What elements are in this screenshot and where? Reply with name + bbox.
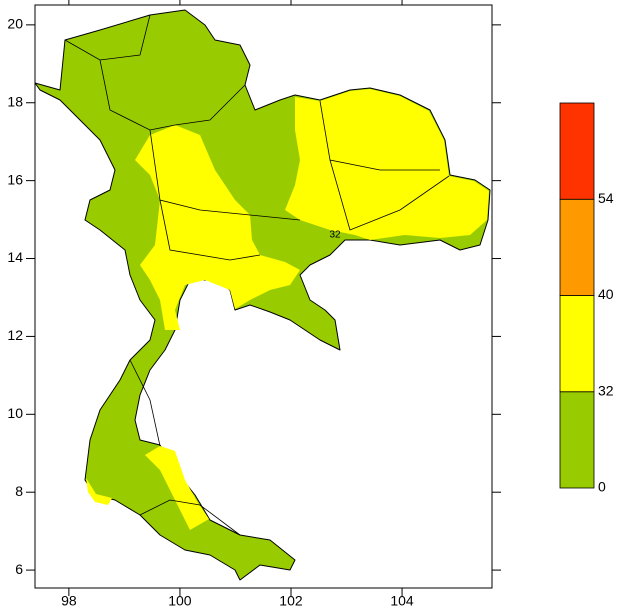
colorbar-segment (559, 295, 595, 393)
x-tick-label: 98 (61, 593, 77, 609)
province-border (149, 129, 301, 221)
y-tick-label: 18 (7, 93, 23, 109)
colorbar-label: 32 (598, 382, 614, 398)
y-tick-label: 12 (7, 327, 23, 343)
province-border (319, 100, 440, 171)
region-yellow-southwest (86, 478, 112, 505)
colorbar-label: 0 (598, 479, 606, 495)
region-yellow-northeast (285, 89, 489, 240)
map: 32 (34, 9, 491, 581)
region-yellow-central (135, 125, 300, 330)
x-tick-label: 100 (168, 593, 192, 609)
province-border (99, 59, 246, 131)
colorbar-segment (559, 391, 595, 489)
colorbar-segment (559, 102, 595, 200)
axes: 98 100 102 104 6 8 10 12 14 16 18 20 (7, 0, 501, 609)
y-tick-label: 8 (15, 483, 23, 499)
y-tick-label: 16 (7, 171, 23, 187)
region-yellow-south (145, 446, 209, 530)
province-border (64, 14, 151, 61)
y-tick-label: 20 (7, 16, 23, 32)
province-border (129, 359, 161, 447)
colorbar-label: 54 (598, 190, 614, 206)
y-tick-label: 6 (15, 561, 23, 577)
province-border (329, 159, 450, 231)
land-green (34, 9, 491, 581)
y-tick-label: 10 (7, 405, 23, 421)
x-tick-label: 104 (390, 593, 414, 609)
province-border (159, 199, 261, 261)
contour-label: 32 (329, 230, 341, 241)
y-tick-label: 14 (7, 249, 23, 265)
map-frame (34, 4, 493, 589)
province-border (139, 499, 241, 536)
colorbar: 0 32 40 54 (559, 102, 614, 495)
x-tick-label: 102 (279, 593, 303, 609)
colorbar-label: 40 (598, 286, 614, 302)
colorbar-segment (559, 198, 595, 296)
